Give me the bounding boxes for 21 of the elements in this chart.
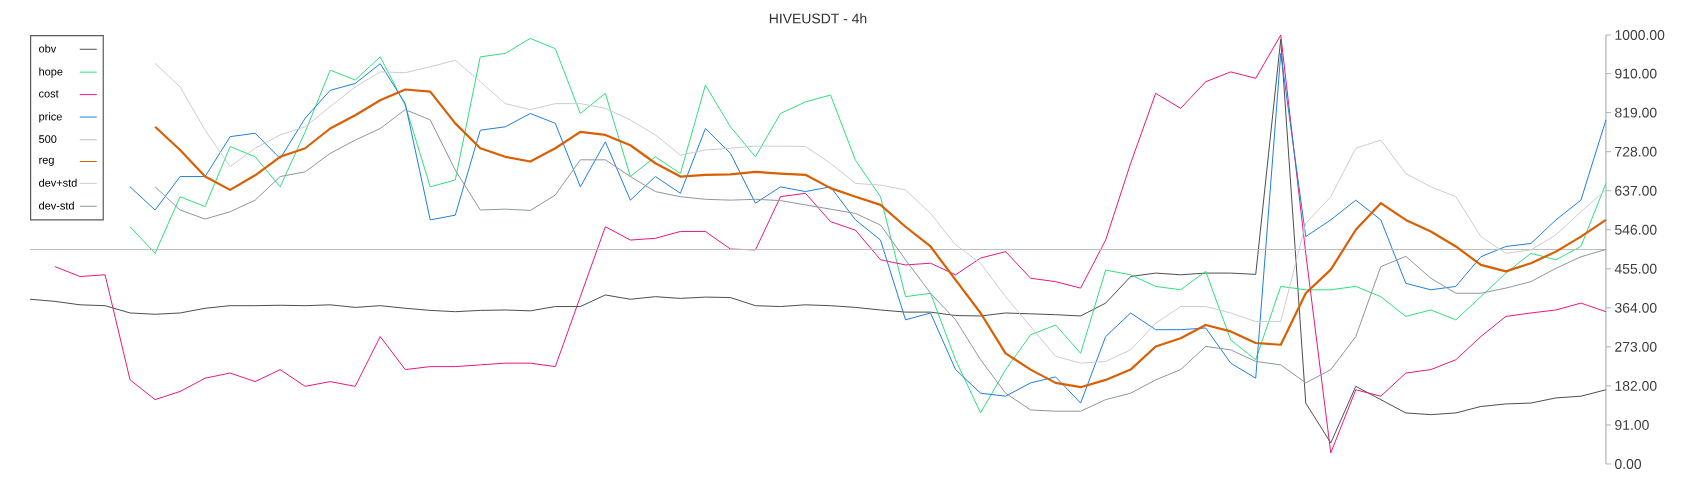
legend-label: 500 [39, 135, 57, 143]
y-tick-label: 91.00 [1615, 420, 1649, 430]
y-tick-label: 637.00 [1615, 185, 1657, 196]
y-tick-label: 182.00 [1615, 380, 1657, 391]
legend-label: dev+std [39, 178, 77, 187]
y-tick-label: 455.00 [1614, 263, 1657, 274]
y-tick-label: 819.00 [1615, 107, 1657, 118]
legend-label: dev-std [39, 201, 74, 210]
y-tick-label: 910.00 [1615, 68, 1657, 79]
y-tick-label: 546.00 [1615, 224, 1657, 235]
y-tick-label: 273.00 [1615, 341, 1657, 352]
y-tick-label: 1000.00 [1615, 30, 1665, 40]
legend-label: reg [39, 157, 54, 166]
legend-label: obv [39, 44, 57, 53]
y-tick-label: 728.00 [1615, 146, 1657, 157]
legend-label: hope [39, 67, 63, 78]
chart-title: HIVEUSDT - 4h [769, 13, 867, 24]
legend-label: cost [39, 90, 59, 98]
legend-label: price [39, 112, 62, 123]
y-tick-label: 0.00 [1615, 459, 1642, 469]
y-tick-label: 364.00 [1614, 302, 1657, 313]
